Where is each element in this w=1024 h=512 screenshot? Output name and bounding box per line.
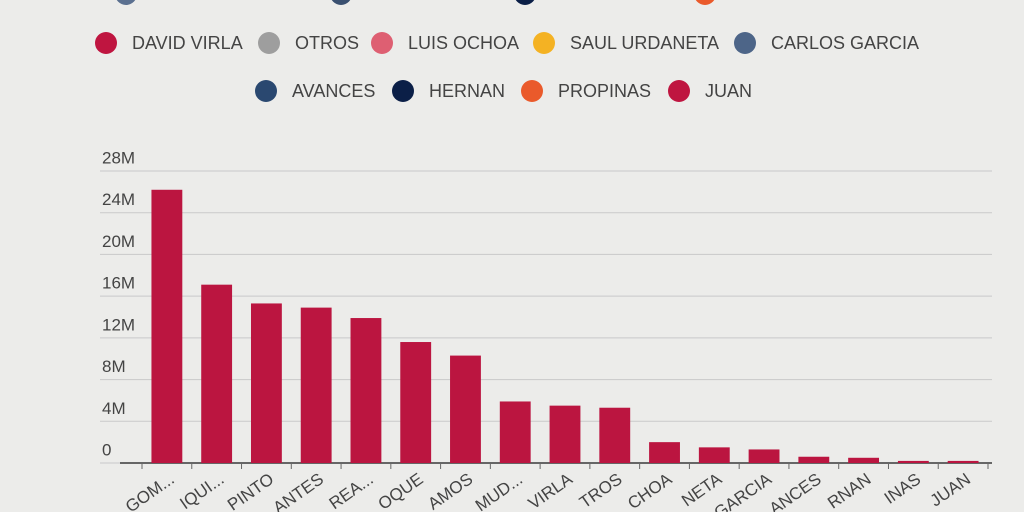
legend-marker	[95, 32, 117, 54]
y-tick-label: 24M	[102, 190, 135, 209]
legend-marker	[533, 32, 555, 54]
legend-marker	[521, 80, 543, 102]
legend-marker	[258, 32, 280, 54]
bar	[698, 447, 730, 463]
legend-marker-cropped	[695, 0, 715, 5]
legend-marker	[668, 80, 690, 102]
legend-marker-cropped	[515, 0, 535, 5]
bar	[300, 307, 332, 463]
legend-marker	[371, 32, 393, 54]
bar	[947, 460, 979, 463]
bar	[400, 342, 432, 463]
legend-label: SAUL URDANETA	[570, 33, 719, 53]
y-tick-label: 4M	[102, 399, 126, 418]
legend-label: AVANCES	[292, 81, 375, 101]
bar	[897, 460, 929, 463]
legend-label: PROPINAS	[558, 81, 651, 101]
legend-label: JUAN	[705, 81, 752, 101]
legend-label: LUIS OCHOA	[408, 33, 519, 53]
bar	[151, 189, 183, 463]
bar	[599, 407, 631, 463]
legend-label: CARLOS GARCIA	[771, 33, 919, 53]
bar	[499, 401, 531, 463]
bar	[848, 457, 880, 463]
y-tick-label: 12M	[102, 315, 135, 334]
bar	[250, 303, 282, 463]
y-tick-label: 16M	[102, 274, 135, 293]
legend-marker-cropped	[331, 0, 351, 5]
bar	[748, 449, 780, 463]
bar	[201, 284, 233, 463]
legend-label: OTROS	[295, 33, 359, 53]
bar	[649, 442, 680, 463]
bar	[549, 405, 581, 463]
legend-marker	[734, 32, 756, 54]
legend-marker-cropped	[116, 0, 136, 5]
bar	[350, 318, 382, 463]
legend-marker	[392, 80, 414, 102]
y-tick-label: 28M	[102, 148, 135, 167]
legend-marker	[255, 80, 277, 102]
y-tick-label: 20M	[102, 232, 135, 251]
legend-label: HERNAN	[429, 81, 505, 101]
y-tick-label: 8M	[102, 357, 126, 376]
bar	[450, 355, 481, 463]
y-tick-label: 0	[102, 440, 111, 459]
legend-label: DAVID VIRLA	[132, 33, 243, 53]
bar	[798, 456, 830, 463]
